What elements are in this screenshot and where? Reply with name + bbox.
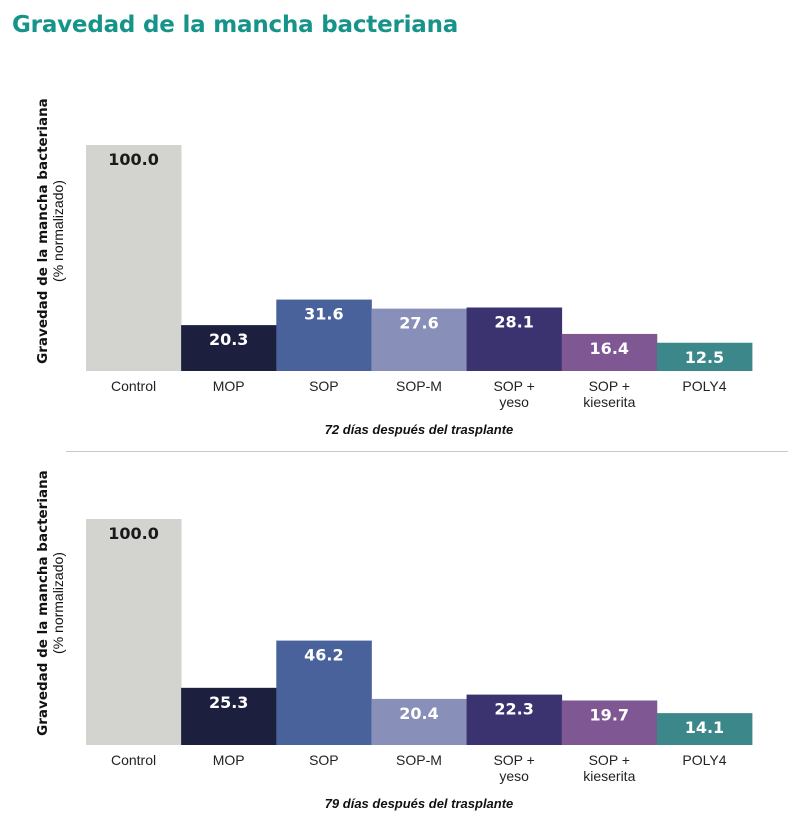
bar bbox=[466, 307, 563, 371]
bar bbox=[86, 145, 182, 371]
x-tick-label: Control bbox=[111, 378, 156, 394]
bar bbox=[181, 325, 277, 371]
bar-value-label: 100.0 bbox=[108, 524, 159, 543]
x-tick-label: MOP bbox=[213, 752, 245, 768]
bar-value-label: 20.4 bbox=[399, 704, 438, 723]
x-tick-label: POLY4 bbox=[682, 378, 726, 394]
chart-divider bbox=[66, 451, 788, 452]
x-tick-label-line: kieserita bbox=[583, 394, 635, 410]
bar-value-label: 27.6 bbox=[399, 314, 438, 333]
x-tick-label: SOP + yeso bbox=[493, 378, 534, 410]
x-axis-title: 72 días después del trasplante bbox=[325, 422, 514, 437]
bar-value-label: 14.1 bbox=[685, 718, 724, 737]
bar-value-label: 46.2 bbox=[304, 646, 343, 665]
bar-value-label: 12.5 bbox=[685, 348, 724, 367]
bar-value-label: 16.4 bbox=[590, 339, 629, 358]
x-tick-label: MOP bbox=[213, 378, 245, 394]
x-tick-label-line: MOP bbox=[213, 378, 245, 394]
bar-chart-72-days: Gravedad de la mancha bacteriana (% norma… bbox=[35, 98, 753, 437]
bar-value-label: 28.1 bbox=[494, 312, 533, 331]
x-tick-label: SOP-M bbox=[396, 378, 442, 394]
bar bbox=[561, 333, 658, 371]
bar-value-label: 31.6 bbox=[304, 305, 343, 324]
x-tick-label: SOP bbox=[309, 378, 339, 394]
bar bbox=[371, 308, 467, 371]
x-tick-label-line: SOP + bbox=[589, 752, 630, 768]
page-title: Gravedad de la mancha bacteriana bbox=[12, 12, 459, 38]
x-tick-label-line: POLY4 bbox=[682, 378, 726, 394]
y-axis-subtitle: (% normalizado) bbox=[50, 552, 66, 654]
x-tick-label-line: yeso bbox=[499, 394, 529, 410]
bar-value-label: 20.3 bbox=[209, 330, 248, 349]
bar bbox=[276, 299, 372, 371]
x-tick-label-line: SOP bbox=[309, 378, 339, 394]
bar-value-label: 19.7 bbox=[590, 705, 629, 724]
bar bbox=[181, 687, 277, 745]
bar-value-label: 25.3 bbox=[209, 693, 248, 712]
bar bbox=[466, 694, 563, 745]
x-tick-label-line: Control bbox=[111, 378, 156, 394]
bar bbox=[561, 700, 658, 745]
bar bbox=[656, 713, 753, 745]
bar-value-label: 22.3 bbox=[494, 700, 533, 719]
x-tick-label-line: POLY4 bbox=[682, 752, 726, 768]
bar bbox=[371, 698, 467, 745]
x-tick-label: POLY4 bbox=[682, 752, 726, 768]
x-tick-label-line: SOP + bbox=[493, 378, 534, 394]
x-tick-label-line: yeso bbox=[499, 768, 529, 784]
x-tick-label-line: Control bbox=[111, 752, 156, 768]
bar-chart-79-days: Gravedad de la mancha bacteriana (% norma… bbox=[35, 470, 753, 811]
bar-value-label: 100.0 bbox=[108, 150, 159, 169]
x-tick-label: Control bbox=[111, 752, 156, 768]
x-tick-label: SOP bbox=[309, 752, 339, 768]
x-tick-label-line: SOP-M bbox=[396, 752, 442, 768]
y-axis-title: Gravedad de la mancha bacteriana bbox=[35, 98, 51, 364]
x-tick-label: SOP-M bbox=[396, 752, 442, 768]
bar bbox=[86, 519, 182, 745]
x-tick-label-line: SOP + bbox=[493, 752, 534, 768]
bar bbox=[656, 342, 753, 371]
x-tick-label-line: SOP bbox=[309, 752, 339, 768]
x-tick-label-line: MOP bbox=[213, 752, 245, 768]
bar bbox=[276, 640, 372, 745]
y-axis-subtitle: (% normalizado) bbox=[50, 180, 66, 282]
x-axis-title: 79 días después del trasplante bbox=[325, 796, 514, 811]
x-tick-label: SOP + kieserita bbox=[583, 752, 635, 784]
x-tick-label-line: kieserita bbox=[583, 768, 635, 784]
x-tick-label: SOP + yeso bbox=[493, 752, 534, 784]
x-tick-label-line: SOP-M bbox=[396, 378, 442, 394]
y-axis-title: Gravedad de la mancha bacteriana bbox=[35, 470, 51, 736]
x-tick-label: SOP + kieserita bbox=[583, 378, 635, 410]
x-tick-label-line: SOP + bbox=[589, 378, 630, 394]
